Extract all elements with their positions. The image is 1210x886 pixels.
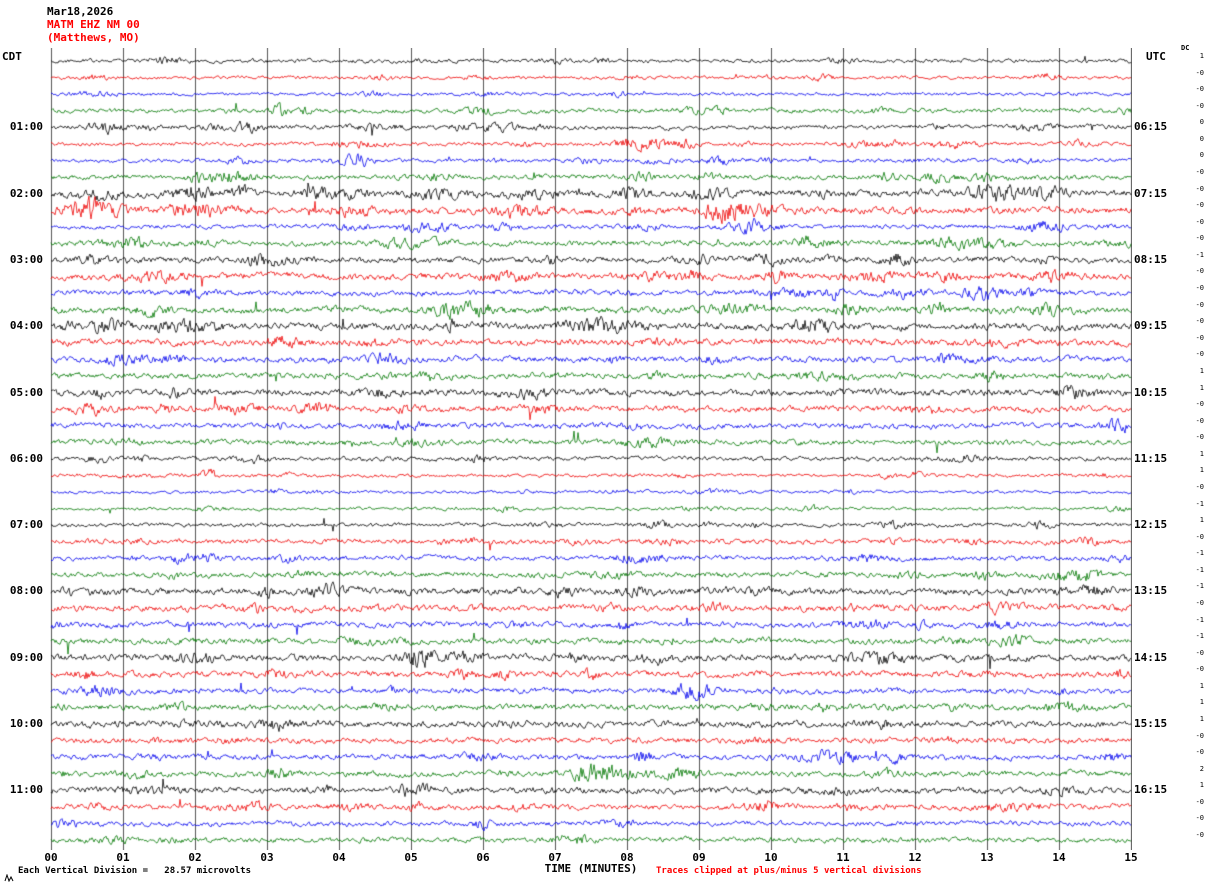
title-block: Mar18,2026 MATM EHZ NM 00 (Matthews, MO): [47, 5, 140, 44]
dc-value-label: -0: [1195, 797, 1204, 806]
dc-value-label: -0: [1195, 598, 1204, 607]
left-timezone-header: CDT: [2, 50, 22, 63]
dc-value-label: -0: [1195, 532, 1204, 541]
left-time-label: 10:00: [9, 717, 43, 730]
dc-column-header: DC: [1181, 44, 1190, 52]
dc-value-label: -0: [1195, 284, 1204, 293]
dc-value-label: -1: [1195, 499, 1204, 508]
right-time-label: 14:15: [1134, 650, 1168, 664]
dc-value-label: 1: [1199, 781, 1204, 790]
vertical-division-scale-note: Each Vertical Division = 28.57 microvolt…: [18, 866, 251, 876]
dc-value-label: 0: [1199, 118, 1204, 127]
dc-value-label: -1: [1195, 250, 1204, 259]
dc-value-label: -0: [1195, 748, 1204, 757]
dc-value-label: -0: [1195, 68, 1204, 77]
right-time-label: 09:15: [1134, 319, 1168, 333]
left-time-label: 02:00: [9, 186, 43, 200]
left-time-label: 08:00: [9, 584, 43, 598]
dc-value-label: -1: [1195, 632, 1204, 641]
dc-value-label: 2: [1199, 764, 1204, 773]
left-time-label: 01:00: [9, 120, 43, 134]
right-time-label: 13:15: [1134, 584, 1168, 598]
dc-value-label: 0: [1199, 151, 1204, 160]
right-time-label: 11:15: [1134, 451, 1168, 465]
dc-value-label: -0: [1195, 217, 1204, 226]
dc-value-label: -0: [1195, 267, 1204, 276]
left-time-label: 11:00: [9, 783, 43, 797]
dc-value-label: -0: [1195, 184, 1204, 193]
dc-value-label: 1: [1199, 52, 1204, 60]
dc-value-label: -1: [1195, 582, 1204, 591]
left-time-label: 07:00: [9, 518, 43, 532]
title-station: MATM EHZ NM 00: [47, 18, 140, 31]
dc-value-label: 0: [1199, 134, 1204, 143]
dc-value-label: 1: [1199, 383, 1204, 392]
dc-value-label: -0: [1195, 201, 1204, 210]
dc-value-label: 1: [1199, 681, 1204, 690]
dc-value-label: -0: [1195, 814, 1204, 823]
right-time-label: 10:15: [1134, 385, 1168, 399]
right-time-label: 16:15: [1134, 783, 1168, 797]
left-time-label: 05:00: [9, 385, 43, 399]
dc-value-label: -0: [1195, 300, 1204, 309]
dc-value-label: 1: [1199, 715, 1204, 723]
dc-value-label: -1: [1195, 549, 1204, 558]
dc-value-label: -0: [1195, 85, 1204, 94]
right-timezone-header: UTC: [1146, 50, 1166, 63]
title-date: Mar18,2026: [47, 5, 114, 18]
dc-value-label: 1: [1199, 698, 1204, 707]
dc-value-label: -0: [1195, 400, 1204, 409]
dc-value-label: -0: [1195, 731, 1204, 740]
dc-value-label: -0: [1195, 831, 1204, 840]
right-time-label: 06:15: [1134, 120, 1168, 134]
dc-value-label: -0: [1195, 350, 1204, 359]
right-time-label: 08:15: [1134, 252, 1168, 266]
right-time-label: 07:15: [1134, 186, 1168, 200]
right-time-label: 15:15: [1134, 717, 1168, 730]
title-location: (Matthews, MO): [47, 31, 140, 44]
dc-value-label: 1: [1199, 449, 1204, 458]
dc-value-label: -0: [1195, 317, 1204, 326]
left-time-label: 09:00: [9, 650, 43, 664]
left-time-label: 04:00: [9, 319, 43, 333]
dc-value-label: -0: [1195, 333, 1204, 342]
dc-value-label: -0: [1195, 101, 1204, 110]
dc-value-label: -1: [1195, 615, 1204, 624]
dc-value-label: -0: [1195, 168, 1204, 177]
corner-scale-mark-icon: [4, 874, 14, 882]
left-time-label: 06:00: [9, 451, 43, 465]
dc-value-label: 1: [1199, 466, 1204, 475]
dc-value-label: -1: [1195, 565, 1204, 574]
dc-value-label: -0: [1195, 482, 1204, 491]
dc-value-label: -0: [1195, 648, 1204, 657]
dc-value-label: 1: [1199, 516, 1204, 525]
x-axis-title: TIME (MINUTES): [544, 862, 638, 875]
dc-value-label: -0: [1195, 665, 1204, 674]
clipping-note: Traces clipped at plus/minus 5 vertical …: [656, 866, 922, 876]
dc-value-label: -0: [1195, 234, 1204, 243]
left-time-label: 03:00: [9, 252, 43, 266]
dc-value-label: 1: [1199, 366, 1204, 375]
right-time-label: 12:15: [1134, 518, 1168, 532]
seismogram-plot: [50, 48, 1132, 850]
dc-value-label: -0: [1195, 416, 1204, 425]
dc-value-label: -0: [1195, 433, 1204, 442]
